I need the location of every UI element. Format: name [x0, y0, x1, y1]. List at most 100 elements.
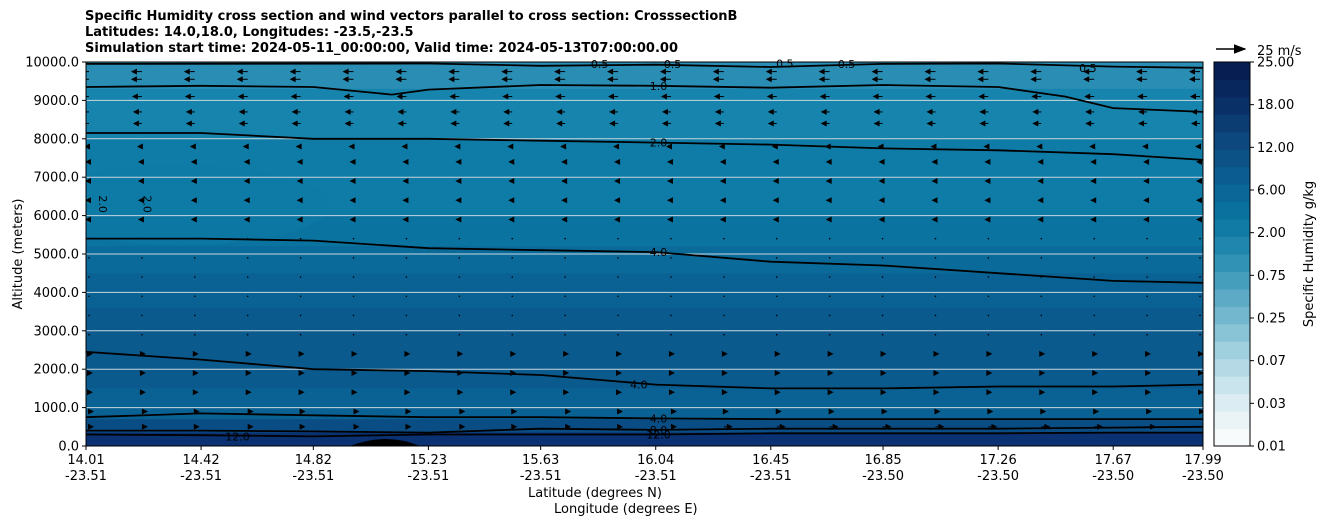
wind-vector-head — [1146, 408, 1153, 415]
wind-vector-head — [397, 120, 404, 127]
wind-vector — [1040, 314, 1043, 317]
wind-vector-head — [721, 350, 728, 357]
wind-vector-head — [609, 120, 616, 127]
wind-vector-head — [1196, 178, 1202, 185]
wind-vector — [987, 276, 990, 278]
wind-reference-label: 25 m/s — [1257, 44, 1302, 59]
wind-vector — [828, 237, 831, 240]
wind-vector-head — [295, 143, 302, 150]
wind-vector — [458, 295, 461, 298]
colorbar-frame — [1213, 61, 1251, 447]
wind-vector — [617, 295, 619, 298]
wind-vector-head — [714, 120, 721, 127]
wind-vector — [1199, 276, 1201, 278]
x-tick-lat: 16.85 — [864, 453, 902, 468]
x-tick-lon: -23.51 — [634, 469, 677, 484]
wind-vector — [670, 295, 672, 298]
wind-vector — [352, 257, 355, 259]
wind-vector-head — [343, 93, 350, 100]
wind-vector — [458, 276, 461, 278]
wind-vector-head — [712, 68, 719, 75]
wind-vector — [670, 314, 672, 317]
wind-vector-head — [342, 68, 349, 75]
wind-vector — [987, 257, 990, 259]
wind-vector-head — [719, 178, 726, 185]
wind-vector-head — [88, 408, 94, 415]
wind-vector-head — [396, 93, 403, 100]
wind-vector-head — [185, 120, 192, 127]
wind-vector-head — [511, 423, 518, 430]
wind-vector-head — [825, 158, 832, 165]
wind-vector-head — [1040, 408, 1047, 415]
wind-vector-head — [236, 68, 243, 75]
y-tick-label: 4000.0 — [34, 286, 80, 301]
wind-vector — [881, 237, 884, 240]
wind-vector-head — [827, 350, 834, 357]
colorbar-tick-label: 0.01 — [1257, 440, 1286, 455]
wind-vector-head — [765, 68, 772, 75]
humidity-contours — [86, 62, 1203, 438]
wind-vector-head — [130, 76, 137, 83]
wind-vector — [564, 333, 566, 336]
wind-vector — [405, 314, 408, 317]
wind-vector-head — [987, 408, 994, 415]
contour-line — [86, 425, 1203, 434]
wind-vector — [141, 295, 143, 298]
wind-vector-head — [130, 68, 137, 75]
wind-vector — [88, 314, 90, 317]
wind-vector-head — [289, 76, 296, 83]
wind-vector-head — [608, 93, 615, 100]
wind-vector — [934, 314, 937, 317]
wind-vector-head — [1190, 93, 1196, 100]
wind-vector-head — [871, 68, 878, 75]
wind-vector — [352, 314, 355, 317]
wind-vector-head — [455, 216, 462, 223]
wind-vector-head — [765, 76, 772, 83]
wind-vector — [405, 333, 408, 336]
contour-label: 8.0 — [650, 424, 668, 437]
wind-vector — [194, 333, 196, 336]
contour-label: 12.0 — [225, 430, 250, 443]
wind-vector-head — [767, 120, 774, 127]
x-tick-lat: 14.01 — [67, 453, 105, 468]
wind-vector-head — [561, 197, 568, 204]
wind-vector — [564, 257, 566, 259]
x-tick-label: 16.85 -23.50 — [843, 453, 923, 484]
contour-label: 0.5 — [591, 58, 609, 71]
contour-label: 0.5 — [664, 58, 682, 71]
wind-vector-head — [450, 120, 457, 127]
wind-vector — [141, 257, 143, 259]
wind-vector — [352, 237, 355, 240]
wind-vector-head — [192, 389, 199, 396]
wind-vector — [987, 333, 990, 336]
wind-vector-head — [772, 216, 779, 223]
wind-vector-head — [503, 120, 510, 127]
x-tick-label: 14.82 -23.51 — [273, 453, 353, 484]
wind-vector — [458, 257, 461, 259]
wind-vector-head — [924, 76, 931, 83]
chart-title-line-2: Latitudes: 14.0,18.0, Longitudes: -23.5,… — [85, 25, 414, 40]
wind-vector-head — [924, 68, 931, 75]
wind-vector-head — [185, 108, 192, 115]
wind-vector-head — [660, 93, 667, 100]
wind-vector — [352, 333, 355, 336]
wind-vector-head — [86, 143, 90, 150]
wind-vector-head — [880, 389, 887, 396]
wind-vector-head — [245, 389, 252, 396]
wind-vector-head — [565, 408, 572, 415]
wind-vector-head — [977, 76, 984, 83]
colorbar-tick-label: 0.03 — [1257, 397, 1286, 412]
wind-vector — [723, 276, 725, 278]
wind-vector-head — [878, 216, 885, 223]
wind-vector-head — [243, 216, 250, 223]
wind-vector-head — [1030, 76, 1037, 83]
wind-vector-head — [501, 68, 508, 75]
x-tick-lon: -23.51 — [519, 469, 562, 484]
wind-vector-head — [1037, 178, 1044, 185]
wind-vector-head — [766, 93, 773, 100]
wind-vector — [723, 237, 725, 240]
wind-vector-head — [296, 197, 303, 204]
wind-vector — [934, 237, 937, 240]
wind-vector — [458, 333, 461, 336]
colorbar-segment — [1214, 184, 1250, 203]
